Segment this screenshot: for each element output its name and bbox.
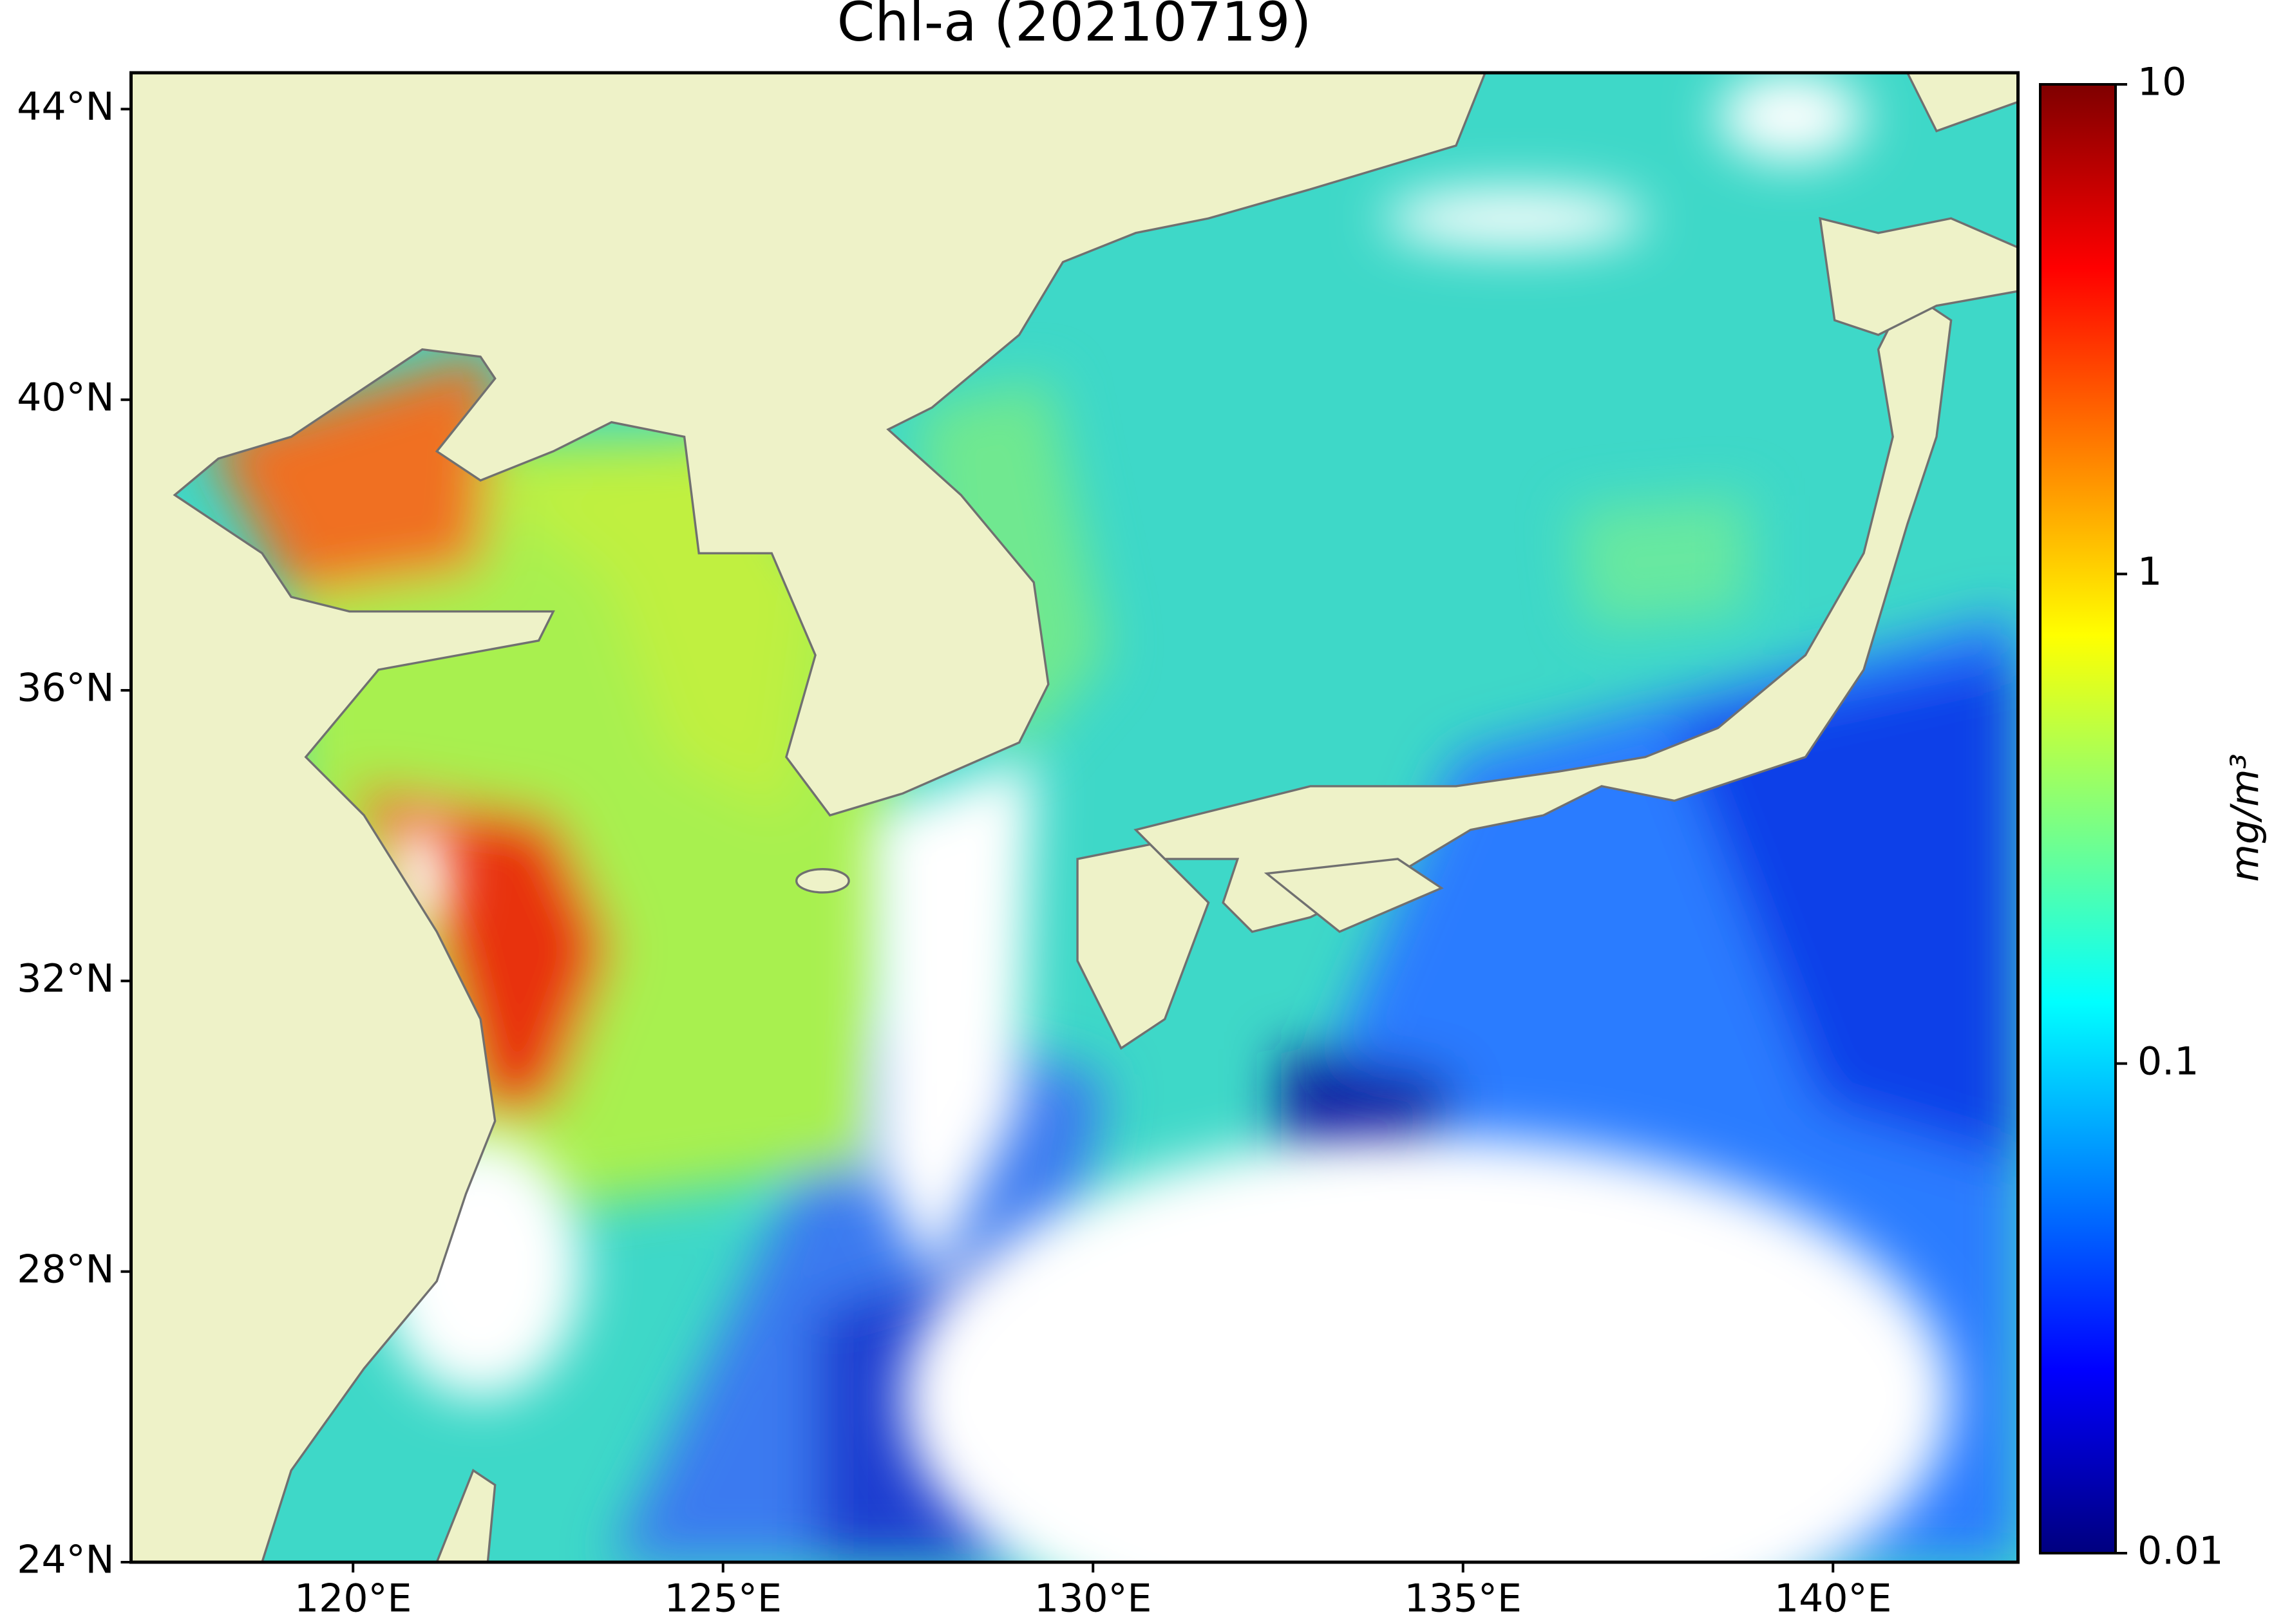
colorbar-label: mg/m³ xyxy=(2223,753,2268,882)
colorbar-tick-label: 0.1 xyxy=(2137,1039,2199,1084)
x-tick-label: 140°E xyxy=(1774,1576,1891,1621)
y-tick-label: 32°N xyxy=(17,956,114,1001)
y-tick-label: 44°N xyxy=(17,84,114,129)
y-tick-label: 36°N xyxy=(17,666,114,711)
plot-frame xyxy=(129,71,2020,1564)
colorbar-tick-label: 0.01 xyxy=(2137,1529,2224,1574)
colorbar xyxy=(2039,83,2117,1554)
y-tick-label: 40°N xyxy=(17,375,114,420)
chart-title: Chl-a (20210719) xyxy=(837,0,1312,53)
y-tick-label: 24°N xyxy=(17,1538,114,1583)
x-tick-label: 135°E xyxy=(1405,1576,1522,1621)
x-tick-label: 125°E xyxy=(664,1576,781,1621)
y-tick-label: 28°N xyxy=(17,1247,114,1292)
x-tick-label: 120°E xyxy=(294,1576,412,1621)
colorbar-tick-label: 1 xyxy=(2137,549,2162,594)
map-image xyxy=(131,73,2018,1562)
x-tick-label: 130°E xyxy=(1034,1576,1151,1621)
colorbar-tick-label: 10 xyxy=(2137,60,2186,105)
